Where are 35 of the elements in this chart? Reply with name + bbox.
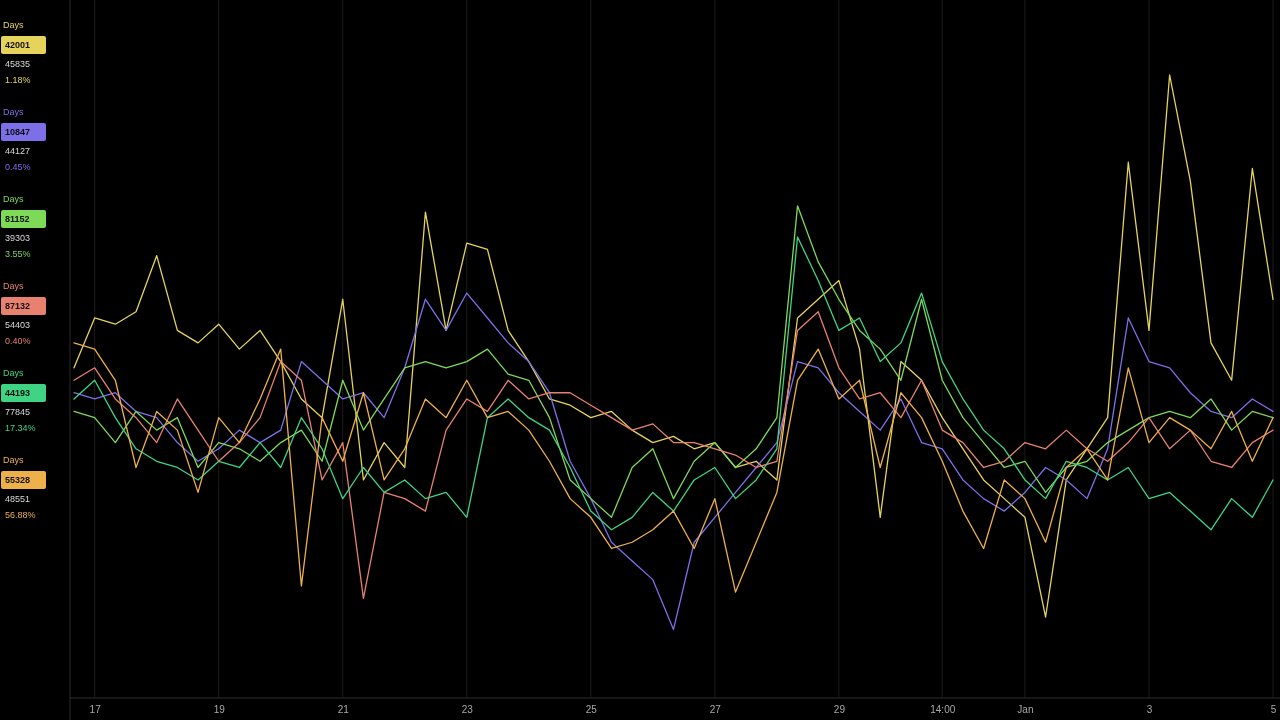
x-tick-label: 17	[89, 704, 102, 716]
text: Days	[3, 20, 24, 30]
text: 54403	[5, 320, 31, 330]
text: 0.45%	[5, 162, 31, 172]
text: 55328	[5, 475, 31, 485]
x-tick-label: 29	[833, 704, 846, 716]
text: Days	[3, 455, 24, 465]
x-tick-label: 19	[213, 704, 226, 716]
text: 0.40%	[5, 336, 31, 346]
x-tick-label: 5	[1270, 704, 1277, 716]
x-tick-label: 25	[585, 704, 598, 716]
x-tick-label: 27	[709, 704, 722, 716]
text: 3.55%	[5, 249, 31, 259]
text: 42001	[5, 40, 31, 50]
text: Days	[3, 107, 24, 117]
text: 56.88%	[5, 510, 36, 520]
text: Days	[3, 281, 24, 291]
text: 87132	[5, 301, 31, 311]
text: 48551	[5, 494, 31, 504]
text: 44193	[5, 388, 31, 398]
text: 45835	[5, 59, 31, 69]
text: 44127	[5, 146, 31, 156]
x-tick-label: 23	[461, 704, 474, 716]
text: Days	[3, 194, 24, 204]
x-tick-label: 3	[1146, 704, 1153, 716]
text: Days	[3, 368, 24, 378]
text: 77845	[5, 407, 31, 417]
text: 39303	[5, 233, 31, 243]
x-tick-label: 14:00	[930, 704, 956, 716]
x-tick-label: Jan	[1017, 704, 1034, 716]
text: 10847	[5, 127, 31, 137]
text: 1.18%	[5, 75, 31, 85]
x-tick-label: 21	[337, 704, 350, 716]
text: 81152	[5, 214, 30, 224]
text: 17.34%	[5, 423, 36, 433]
